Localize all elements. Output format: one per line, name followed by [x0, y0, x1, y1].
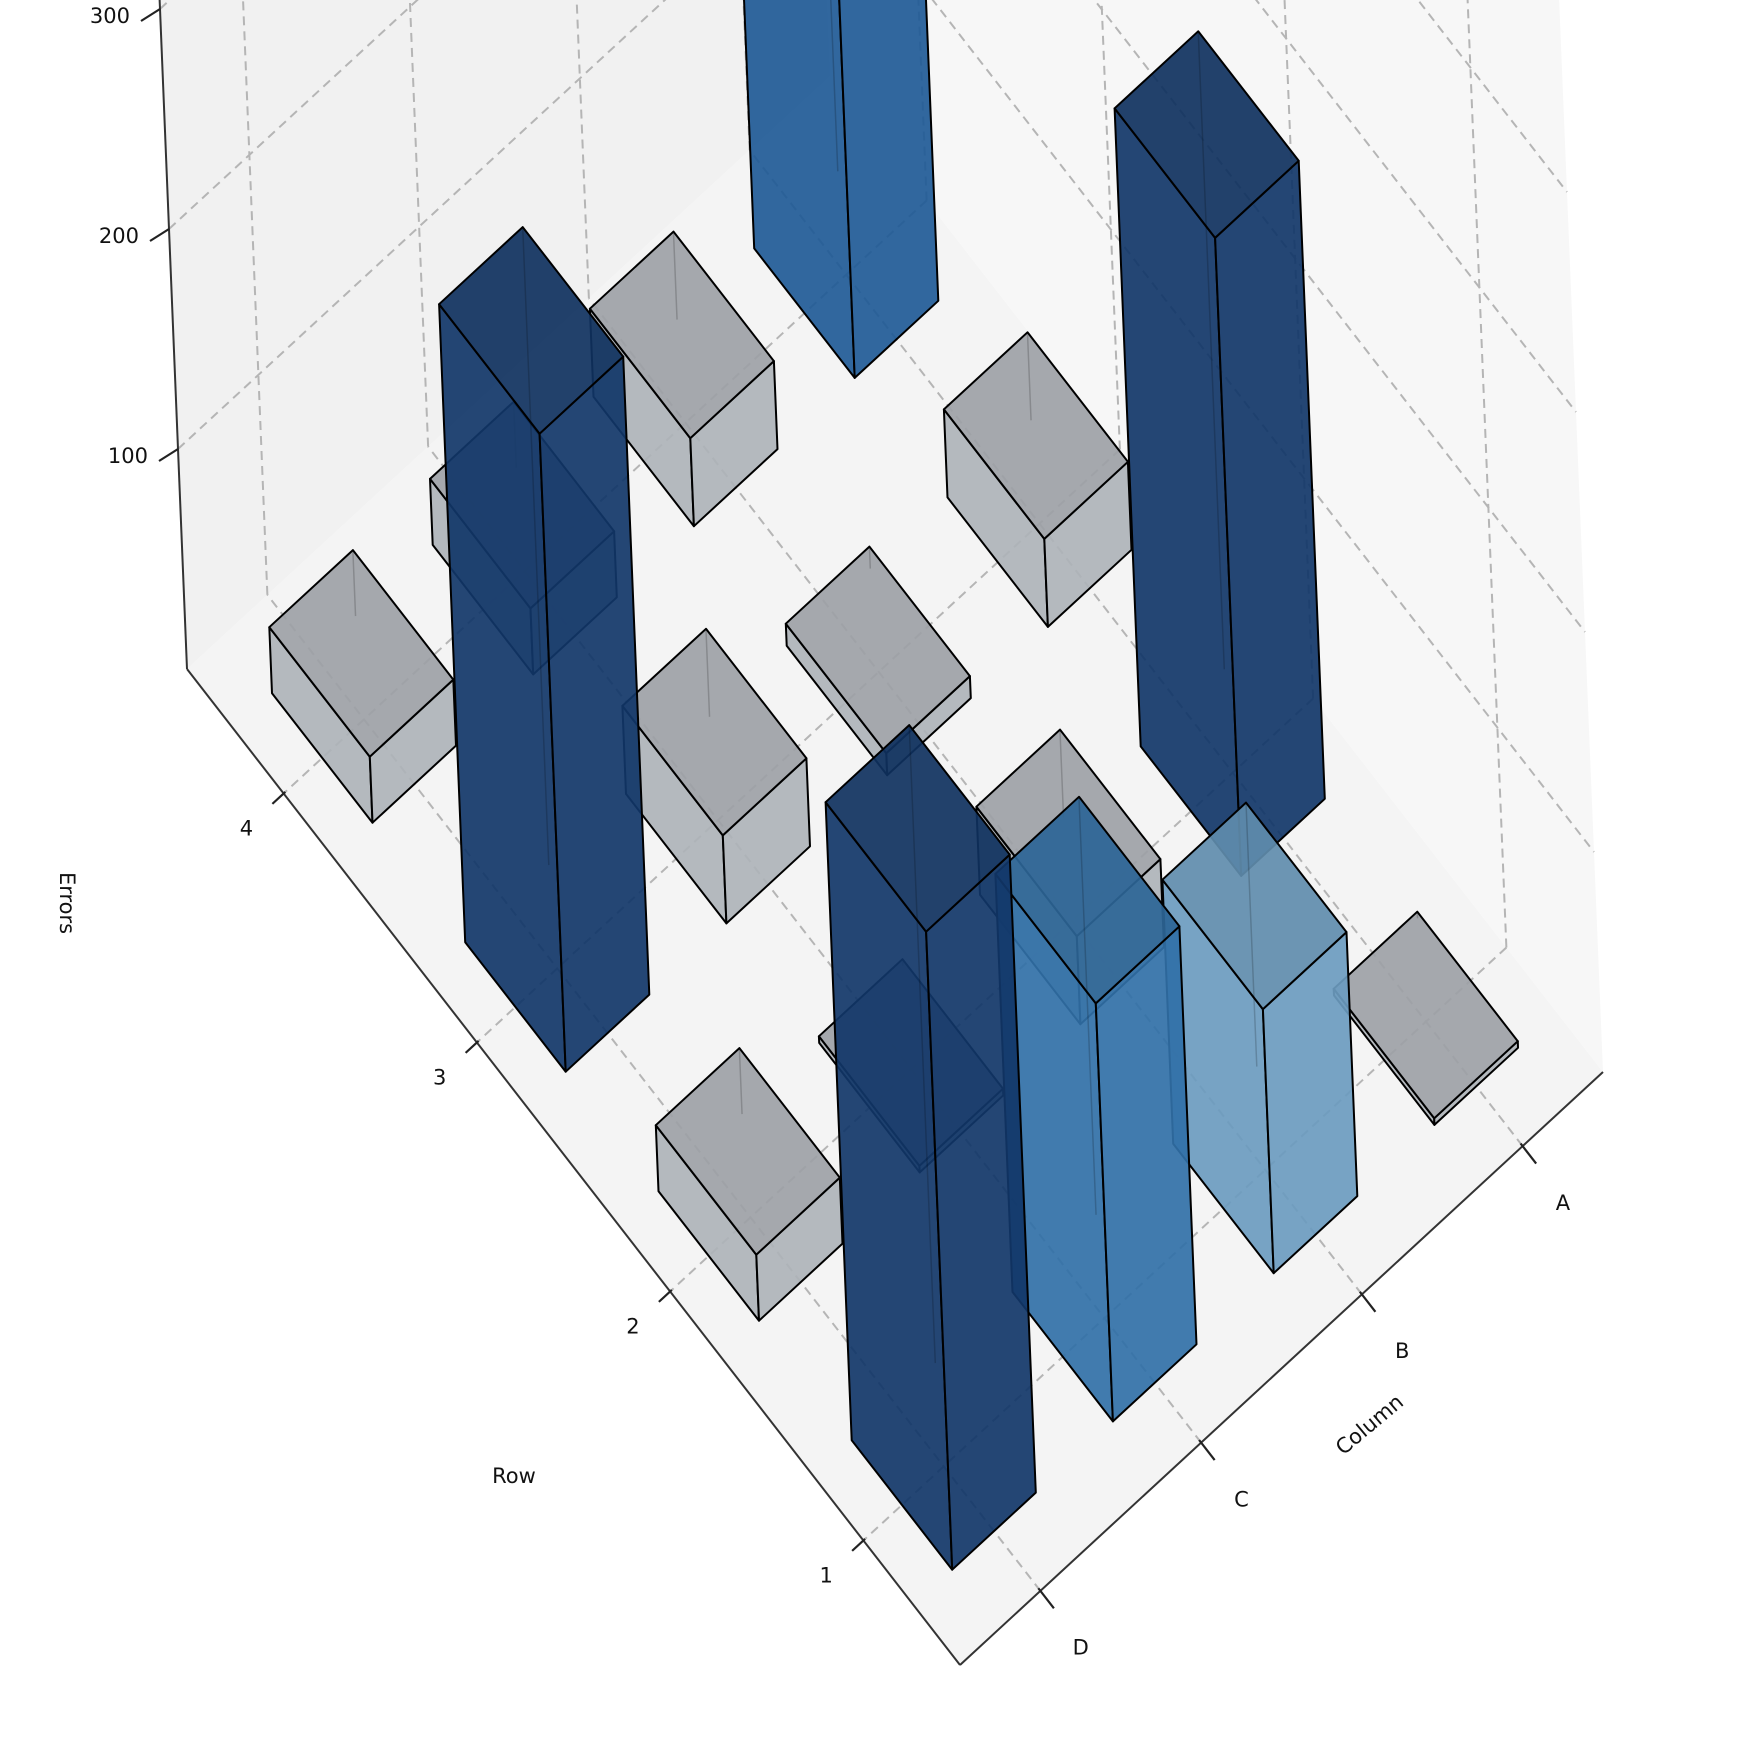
bar-A3 — [942, 331, 1133, 628]
y-tick — [658, 1289, 673, 1303]
axes: ABCD1234100200300400500 — [90, 0, 1604, 1666]
bar-hidden-edge — [705, 628, 711, 717]
x-tick — [1198, 1439, 1216, 1461]
x-tick — [1358, 1291, 1377, 1313]
bar-C3 — [621, 627, 811, 925]
x-tick — [1519, 1142, 1538, 1165]
wall-gridline-col — [408, 0, 430, 447]
bar-face-top — [588, 230, 775, 440]
y-tick-label: 3 — [433, 1066, 446, 1090]
bar-face-top — [784, 545, 971, 755]
bar-B1 — [1161, 801, 1359, 1275]
bar-hidden-edge — [830, 0, 839, 172]
bar-hidden-edge — [868, 546, 872, 569]
x-tick-label: D — [1073, 1636, 1089, 1660]
wall-gridline-z — [1254, 0, 1577, 413]
bar-hidden-edge — [352, 550, 357, 617]
bar-hidden-edge — [1026, 332, 1032, 421]
bar-D2 — [654, 1047, 844, 1322]
y-tick-label: 1 — [820, 1564, 833, 1588]
y-tick-label: 4 — [240, 817, 253, 841]
bar-face-top — [654, 1047, 841, 1256]
z-axis-label: Errors — [55, 872, 79, 934]
bar-face-top — [942, 331, 1129, 540]
y-axis-line — [186, 668, 961, 1666]
bar-face-top — [438, 226, 625, 435]
bar-A1 — [1332, 910, 1519, 1126]
wall-gridline-row — [1466, 0, 1508, 948]
x-tick-label: A — [1556, 1191, 1571, 1215]
wall-gridline-col — [575, 0, 590, 299]
z-tick-label: 200 — [99, 224, 139, 248]
y-axis-label: Row — [492, 1464, 536, 1488]
wall-gridline-z — [1416, 0, 1568, 193]
bar-A4 — [743, 0, 940, 379]
bar-face-top — [268, 549, 455, 758]
bar-A2 — [1113, 30, 1326, 877]
z-axis-line — [158, 0, 188, 670]
x-axis-line — [959, 1071, 1604, 1666]
bar-hidden-edge — [1245, 802, 1258, 1067]
z-tick-label: 100 — [108, 444, 148, 468]
bar-face-right — [838, 0, 940, 379]
x-tick — [1037, 1587, 1055, 1609]
z-tick — [158, 448, 179, 462]
bar-D3 — [438, 226, 651, 1073]
bar-face-top — [1161, 801, 1348, 1011]
z-tick-label: 300 — [90, 4, 130, 28]
bar-hidden-edge — [738, 1048, 743, 1115]
bars — [268, 0, 1519, 1571]
x-axis-label: Column — [1331, 1390, 1408, 1460]
y-tick-label: 2 — [626, 1315, 639, 1339]
wall-gridline-z — [177, 0, 667, 450]
bar-D4 — [268, 549, 457, 824]
y-tick — [271, 791, 287, 805]
bar-hidden-edge — [908, 725, 937, 1364]
wall-gridline-row — [1100, 0, 1121, 450]
z-tick — [149, 228, 170, 242]
bar-hidden-edge — [1059, 729, 1065, 818]
bar-face-top — [824, 724, 1011, 933]
y-tick — [464, 1040, 480, 1054]
bar-hidden-edge — [521, 227, 550, 866]
z-tick — [140, 8, 161, 22]
bar-hidden-edge — [672, 231, 678, 320]
bar-D1 — [824, 724, 1037, 1571]
bar-hidden-edge — [1197, 31, 1226, 670]
x-tick-label: B — [1395, 1339, 1409, 1363]
y-tick — [851, 1538, 866, 1552]
bar-hidden-edge — [1078, 796, 1097, 1215]
bar-face-right — [1094, 925, 1198, 1423]
bar-C1 — [994, 795, 1198, 1423]
bar-face-top — [1113, 30, 1300, 239]
x-tick-label: C — [1234, 1487, 1249, 1511]
wall-gridline-col — [242, 0, 269, 595]
